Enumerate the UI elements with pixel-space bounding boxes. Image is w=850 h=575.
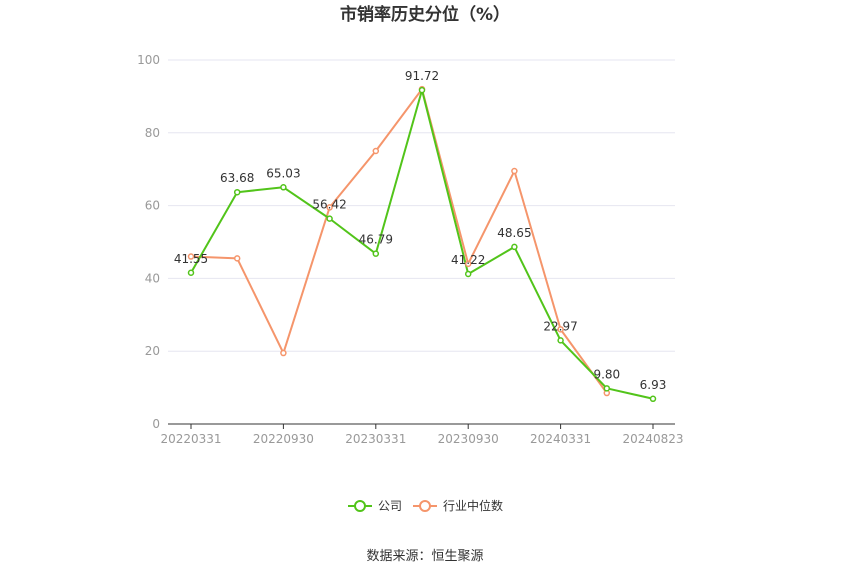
data-point-industry[interactable] (233, 255, 241, 262)
data-label: 91.72 (405, 69, 439, 83)
x-tick-label: 20220930 (253, 432, 314, 446)
data-point-company[interactable] (511, 243, 518, 251)
data-point-industry[interactable] (372, 147, 380, 155)
y-axis-ticks: 0 20 40 60 80 100 (137, 53, 160, 431)
data-point-company[interactable] (233, 188, 241, 196)
y-tick-label: 100 (137, 53, 160, 67)
x-tick-label: 20230331 (345, 432, 406, 446)
data-labels: 41.55 63.68 65.03 56.42 46.79 91.72 41.22 48.65… (174, 69, 667, 392)
data-point-industry[interactable] (187, 253, 195, 260)
y-tick-label: 60 (145, 199, 160, 213)
data-point-company[interactable] (603, 385, 611, 392)
data-point-company[interactable] (187, 269, 195, 277)
series-line-company (190, 89, 654, 400)
data-label: 48.65 (497, 226, 531, 240)
data-point-company[interactable] (464, 270, 472, 278)
y-tick-label: 20 (145, 344, 160, 358)
data-label: 22.97 (543, 319, 577, 333)
data-point-industry[interactable] (557, 326, 564, 333)
x-tick-label: 20220331 (160, 432, 221, 446)
legend-company-label: 公司 (378, 499, 402, 513)
data-point-industry[interactable] (280, 349, 287, 357)
data-label: 46.79 (359, 233, 393, 247)
data-label: 65.03 (266, 166, 300, 180)
data-point-industry[interactable] (326, 204, 333, 211)
legend-item-company[interactable]: 公司 (348, 499, 402, 513)
series-line-industry (190, 88, 608, 394)
chart-title: 市销率历史分位（%） (340, 4, 510, 25)
data-point-company[interactable] (557, 337, 564, 344)
x-tick-label: 20240823 (622, 432, 683, 446)
legend[interactable]: 公司 行业中位数 (348, 498, 503, 513)
y-tick-label: 80 (145, 126, 160, 140)
series-lines (190, 88, 654, 400)
data-point-industry[interactable] (511, 167, 518, 175)
data-label: 41.55 (174, 252, 208, 266)
data-label: 6.93 (640, 378, 667, 392)
x-tick-label: 20240331 (530, 432, 591, 446)
x-tick-label: 20230930 (438, 432, 499, 446)
data-point-company[interactable] (649, 395, 657, 403)
data-point-company[interactable] (280, 184, 287, 191)
data-source: 数据来源：恒生聚源 (366, 549, 483, 564)
y-tick-label: 0 (152, 417, 160, 431)
data-point-company[interactable] (418, 86, 426, 94)
data-label: 56.42 (312, 198, 346, 212)
x-axis: 20220331 20220930 20230331 20230930 20240331… (160, 423, 684, 446)
legend-industry-marker (419, 500, 431, 512)
data-point-company[interactable] (326, 215, 333, 222)
data-point-company[interactable] (372, 250, 380, 257)
legend-industry-label: 行业中位数 (443, 498, 503, 513)
data-label: 9.80 (593, 367, 620, 381)
data-label: 41.22 (451, 253, 485, 267)
series-points (187, 85, 657, 403)
legend-item-industry[interactable]: 行业中位数 (413, 498, 503, 513)
data-point-industry[interactable] (464, 260, 472, 268)
grid-lines (168, 59, 675, 352)
y-tick-label: 40 (145, 271, 160, 285)
data-label: 63.68 (220, 171, 254, 185)
legend-company-marker (354, 500, 366, 512)
